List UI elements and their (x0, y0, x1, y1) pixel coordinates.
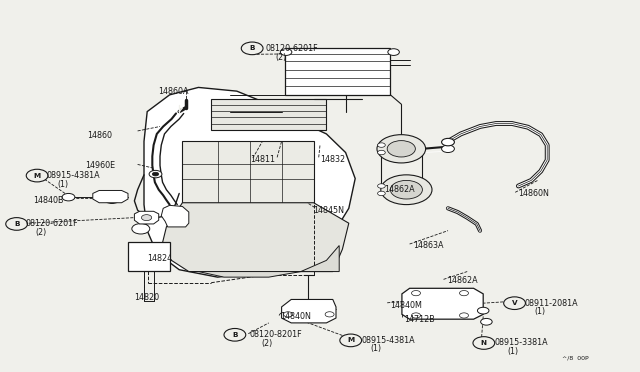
Text: 08120-8201F: 08120-8201F (250, 330, 302, 339)
Polygon shape (182, 141, 314, 203)
Circle shape (477, 307, 489, 314)
Circle shape (388, 49, 399, 55)
Polygon shape (211, 99, 326, 130)
Circle shape (473, 337, 495, 349)
Text: 14860N: 14860N (518, 189, 549, 198)
Circle shape (152, 172, 159, 176)
Text: (2): (2) (35, 228, 47, 237)
Text: 14840M: 14840M (390, 301, 422, 310)
Text: 14811: 14811 (250, 155, 275, 164)
Text: (2): (2) (261, 339, 273, 348)
Text: (1): (1) (58, 180, 68, 189)
Circle shape (6, 218, 28, 230)
Circle shape (481, 318, 492, 325)
Text: (2): (2) (275, 53, 287, 62)
Polygon shape (161, 205, 189, 227)
Circle shape (412, 313, 420, 318)
Text: V: V (512, 300, 517, 306)
Circle shape (62, 193, 75, 201)
Polygon shape (402, 288, 483, 319)
Circle shape (284, 312, 292, 317)
Circle shape (442, 138, 454, 146)
Polygon shape (128, 242, 170, 271)
Polygon shape (198, 246, 339, 277)
Circle shape (340, 334, 362, 347)
Text: 08120-6201F: 08120-6201F (26, 219, 78, 228)
Polygon shape (144, 87, 355, 277)
Text: 14824: 14824 (147, 254, 172, 263)
Circle shape (325, 312, 334, 317)
Circle shape (387, 141, 415, 157)
Polygon shape (282, 299, 336, 323)
Circle shape (141, 215, 152, 221)
Polygon shape (160, 203, 349, 272)
Text: ^/8  00P: ^/8 00P (562, 355, 589, 360)
Circle shape (378, 143, 385, 147)
Text: 14832: 14832 (320, 155, 345, 164)
Circle shape (460, 313, 468, 318)
Circle shape (390, 180, 422, 199)
Text: 08915-4381A: 08915-4381A (362, 336, 415, 345)
Circle shape (280, 49, 292, 55)
Circle shape (442, 145, 454, 153)
Text: M: M (33, 173, 41, 179)
Text: 14860A: 14860A (158, 87, 189, 96)
Circle shape (412, 291, 420, 296)
Text: 14863A: 14863A (413, 241, 444, 250)
Polygon shape (93, 190, 128, 203)
Text: N: N (481, 340, 487, 346)
Text: (1): (1) (508, 347, 518, 356)
Text: 14840N: 14840N (280, 312, 311, 321)
Text: 08120-6201F: 08120-6201F (266, 44, 318, 53)
Text: 14862A: 14862A (447, 276, 477, 285)
Text: 08915-3381A: 08915-3381A (494, 339, 548, 347)
Text: B: B (14, 221, 19, 227)
Circle shape (241, 42, 263, 55)
Circle shape (378, 184, 385, 188)
Circle shape (104, 195, 120, 203)
Circle shape (377, 135, 426, 163)
Text: M: M (347, 337, 355, 343)
Text: 14960E: 14960E (85, 161, 115, 170)
Text: B: B (250, 45, 255, 51)
Circle shape (224, 328, 246, 341)
Text: 14820: 14820 (134, 293, 159, 302)
Circle shape (378, 191, 385, 196)
Text: (1): (1) (534, 307, 545, 316)
Text: 14860: 14860 (87, 131, 112, 140)
Text: 08911-2081A: 08911-2081A (525, 299, 579, 308)
Polygon shape (134, 211, 159, 224)
Text: B: B (232, 332, 237, 338)
Circle shape (378, 150, 385, 155)
Text: 08915-4381A: 08915-4381A (46, 171, 100, 180)
Circle shape (26, 169, 48, 182)
Text: (1): (1) (370, 344, 381, 353)
Polygon shape (285, 48, 390, 95)
Circle shape (504, 297, 525, 310)
Text: 14840B: 14840B (33, 196, 64, 205)
Text: 14712B: 14712B (404, 315, 435, 324)
Circle shape (149, 170, 162, 178)
Circle shape (132, 224, 150, 234)
Text: 14845N: 14845N (314, 206, 344, 215)
Circle shape (460, 291, 468, 296)
Circle shape (381, 175, 432, 205)
Text: 14862A: 14862A (384, 185, 415, 194)
